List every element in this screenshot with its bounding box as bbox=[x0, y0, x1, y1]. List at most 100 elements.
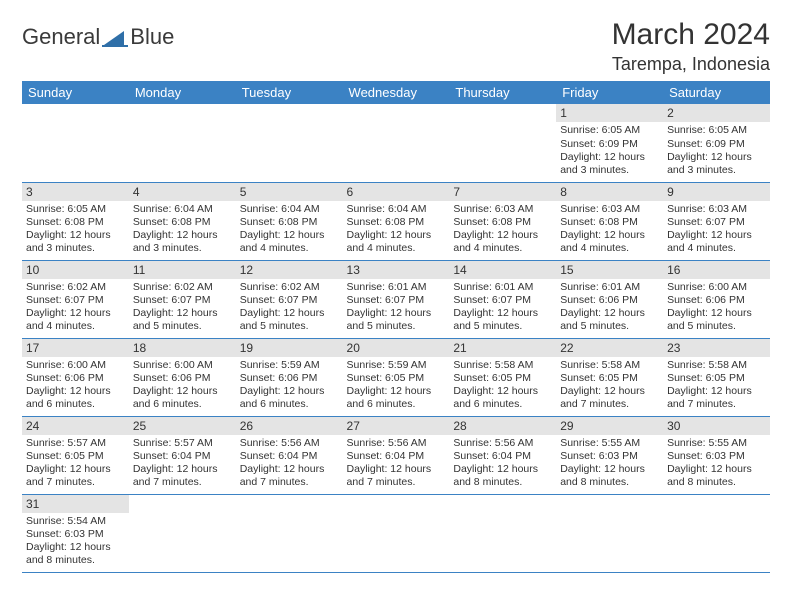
sunrise-line: Sunrise: 6:00 AM bbox=[133, 359, 232, 372]
calendar-cell bbox=[449, 104, 556, 182]
daylight-line: Daylight: 12 hours and 5 minutes. bbox=[453, 307, 552, 333]
daylight-line: Daylight: 12 hours and 7 minutes. bbox=[240, 463, 339, 489]
calendar-cell: 2Sunrise: 6:05 AMSunset: 6:09 PMDaylight… bbox=[663, 104, 770, 182]
sunset-line: Sunset: 6:04 PM bbox=[453, 450, 552, 463]
calendar-cell: 22Sunrise: 5:58 AMSunset: 6:05 PMDayligh… bbox=[556, 338, 663, 416]
day-body: Sunrise: 6:00 AMSunset: 6:06 PMDaylight:… bbox=[663, 279, 770, 338]
weekday-header: Sunday bbox=[22, 81, 129, 104]
day-body: Sunrise: 6:01 AMSunset: 6:07 PMDaylight:… bbox=[449, 279, 556, 338]
calendar-body: 1Sunrise: 6:05 AMSunset: 6:09 PMDaylight… bbox=[22, 104, 770, 572]
sunrise-line: Sunrise: 6:05 AM bbox=[26, 203, 125, 216]
day-body: Sunrise: 6:03 AMSunset: 6:07 PMDaylight:… bbox=[663, 201, 770, 260]
day-number: 7 bbox=[449, 183, 556, 201]
daylight-line: Daylight: 12 hours and 3 minutes. bbox=[133, 229, 232, 255]
calendar-cell: 23Sunrise: 5:58 AMSunset: 6:05 PMDayligh… bbox=[663, 338, 770, 416]
daylight-line: Daylight: 12 hours and 5 minutes. bbox=[667, 307, 766, 333]
sunrise-line: Sunrise: 6:03 AM bbox=[560, 203, 659, 216]
sunset-line: Sunset: 6:05 PM bbox=[560, 372, 659, 385]
day-body: Sunrise: 6:01 AMSunset: 6:06 PMDaylight:… bbox=[556, 279, 663, 338]
sunset-line: Sunset: 6:06 PM bbox=[560, 294, 659, 307]
day-body: Sunrise: 5:57 AMSunset: 6:05 PMDaylight:… bbox=[22, 435, 129, 494]
day-number: 8 bbox=[556, 183, 663, 201]
sunrise-line: Sunrise: 6:03 AM bbox=[667, 203, 766, 216]
calendar-cell: 7Sunrise: 6:03 AMSunset: 6:08 PMDaylight… bbox=[449, 182, 556, 260]
sunrise-line: Sunrise: 5:59 AM bbox=[347, 359, 446, 372]
daylight-line: Daylight: 12 hours and 4 minutes. bbox=[26, 307, 125, 333]
calendar-cell: 9Sunrise: 6:03 AMSunset: 6:07 PMDaylight… bbox=[663, 182, 770, 260]
day-body: Sunrise: 6:04 AMSunset: 6:08 PMDaylight:… bbox=[129, 201, 236, 260]
calendar-cell: 1Sunrise: 6:05 AMSunset: 6:09 PMDaylight… bbox=[556, 104, 663, 182]
day-number: 26 bbox=[236, 417, 343, 435]
sunset-line: Sunset: 6:03 PM bbox=[667, 450, 766, 463]
calendar-cell: 10Sunrise: 6:02 AMSunset: 6:07 PMDayligh… bbox=[22, 260, 129, 338]
calendar-header-row: SundayMondayTuesdayWednesdayThursdayFrid… bbox=[22, 81, 770, 104]
sunrise-line: Sunrise: 6:04 AM bbox=[133, 203, 232, 216]
sunset-line: Sunset: 6:08 PM bbox=[347, 216, 446, 229]
daylight-line: Daylight: 12 hours and 8 minutes. bbox=[453, 463, 552, 489]
day-number: 14 bbox=[449, 261, 556, 279]
daylight-line: Daylight: 12 hours and 7 minutes. bbox=[667, 385, 766, 411]
daylight-line: Daylight: 12 hours and 7 minutes. bbox=[560, 385, 659, 411]
calendar-cell: 16Sunrise: 6:00 AMSunset: 6:06 PMDayligh… bbox=[663, 260, 770, 338]
sunset-line: Sunset: 6:05 PM bbox=[667, 372, 766, 385]
weekday-header: Monday bbox=[129, 81, 236, 104]
sunrise-line: Sunrise: 6:05 AM bbox=[560, 124, 659, 137]
brand-word2: Blue bbox=[130, 24, 174, 50]
calendar-cell: 15Sunrise: 6:01 AMSunset: 6:06 PMDayligh… bbox=[556, 260, 663, 338]
calendar-cell: 30Sunrise: 5:55 AMSunset: 6:03 PMDayligh… bbox=[663, 416, 770, 494]
calendar-cell bbox=[343, 104, 450, 182]
calendar-cell: 20Sunrise: 5:59 AMSunset: 6:05 PMDayligh… bbox=[343, 338, 450, 416]
sunset-line: Sunset: 6:06 PM bbox=[26, 372, 125, 385]
sunrise-line: Sunrise: 5:58 AM bbox=[453, 359, 552, 372]
sunset-line: Sunset: 6:04 PM bbox=[133, 450, 232, 463]
day-body: Sunrise: 5:55 AMSunset: 6:03 PMDaylight:… bbox=[663, 435, 770, 494]
calendar-cell: 27Sunrise: 5:56 AMSunset: 6:04 PMDayligh… bbox=[343, 416, 450, 494]
calendar-grid: SundayMondayTuesdayWednesdayThursdayFrid… bbox=[22, 81, 770, 573]
daylight-line: Daylight: 12 hours and 4 minutes. bbox=[560, 229, 659, 255]
calendar-cell: 24Sunrise: 5:57 AMSunset: 6:05 PMDayligh… bbox=[22, 416, 129, 494]
sunset-line: Sunset: 6:09 PM bbox=[560, 138, 659, 151]
calendar-cell: 13Sunrise: 6:01 AMSunset: 6:07 PMDayligh… bbox=[343, 260, 450, 338]
day-body: Sunrise: 6:03 AMSunset: 6:08 PMDaylight:… bbox=[449, 201, 556, 260]
calendar-cell: 29Sunrise: 5:55 AMSunset: 6:03 PMDayligh… bbox=[556, 416, 663, 494]
calendar-row: 3Sunrise: 6:05 AMSunset: 6:08 PMDaylight… bbox=[22, 182, 770, 260]
calendar-cell: 11Sunrise: 6:02 AMSunset: 6:07 PMDayligh… bbox=[129, 260, 236, 338]
calendar-cell bbox=[129, 104, 236, 182]
sunrise-line: Sunrise: 5:54 AM bbox=[26, 515, 125, 528]
weekday-header: Tuesday bbox=[236, 81, 343, 104]
sunset-line: Sunset: 6:07 PM bbox=[347, 294, 446, 307]
calendar-cell: 28Sunrise: 5:56 AMSunset: 6:04 PMDayligh… bbox=[449, 416, 556, 494]
day-number: 25 bbox=[129, 417, 236, 435]
calendar-cell: 6Sunrise: 6:04 AMSunset: 6:08 PMDaylight… bbox=[343, 182, 450, 260]
calendar-row: 1Sunrise: 6:05 AMSunset: 6:09 PMDaylight… bbox=[22, 104, 770, 182]
sunrise-line: Sunrise: 5:59 AM bbox=[240, 359, 339, 372]
sunrise-line: Sunrise: 5:56 AM bbox=[240, 437, 339, 450]
day-body: Sunrise: 6:04 AMSunset: 6:08 PMDaylight:… bbox=[343, 201, 450, 260]
daylight-line: Daylight: 12 hours and 6 minutes. bbox=[347, 385, 446, 411]
sunset-line: Sunset: 6:03 PM bbox=[560, 450, 659, 463]
day-number: 15 bbox=[556, 261, 663, 279]
sunrise-line: Sunrise: 6:00 AM bbox=[667, 281, 766, 294]
weekday-header: Wednesday bbox=[343, 81, 450, 104]
location: Tarempa, Indonesia bbox=[612, 54, 770, 75]
day-number: 17 bbox=[22, 339, 129, 357]
calendar-cell: 18Sunrise: 6:00 AMSunset: 6:06 PMDayligh… bbox=[129, 338, 236, 416]
sunset-line: Sunset: 6:07 PM bbox=[453, 294, 552, 307]
day-body: Sunrise: 5:59 AMSunset: 6:05 PMDaylight:… bbox=[343, 357, 450, 416]
calendar-cell bbox=[236, 494, 343, 572]
daylight-line: Daylight: 12 hours and 6 minutes. bbox=[26, 385, 125, 411]
daylight-line: Daylight: 12 hours and 5 minutes. bbox=[133, 307, 232, 333]
daylight-line: Daylight: 12 hours and 5 minutes. bbox=[240, 307, 339, 333]
daylight-line: Daylight: 12 hours and 7 minutes. bbox=[26, 463, 125, 489]
day-body: Sunrise: 5:56 AMSunset: 6:04 PMDaylight:… bbox=[449, 435, 556, 494]
sunrise-line: Sunrise: 5:57 AM bbox=[26, 437, 125, 450]
calendar-cell bbox=[449, 494, 556, 572]
sunset-line: Sunset: 6:06 PM bbox=[240, 372, 339, 385]
day-body: Sunrise: 6:02 AMSunset: 6:07 PMDaylight:… bbox=[22, 279, 129, 338]
calendar-cell: 3Sunrise: 6:05 AMSunset: 6:08 PMDaylight… bbox=[22, 182, 129, 260]
day-body: Sunrise: 6:03 AMSunset: 6:08 PMDaylight:… bbox=[556, 201, 663, 260]
calendar-cell: 5Sunrise: 6:04 AMSunset: 6:08 PMDaylight… bbox=[236, 182, 343, 260]
daylight-line: Daylight: 12 hours and 4 minutes. bbox=[667, 229, 766, 255]
day-number: 12 bbox=[236, 261, 343, 279]
sunrise-line: Sunrise: 5:56 AM bbox=[453, 437, 552, 450]
